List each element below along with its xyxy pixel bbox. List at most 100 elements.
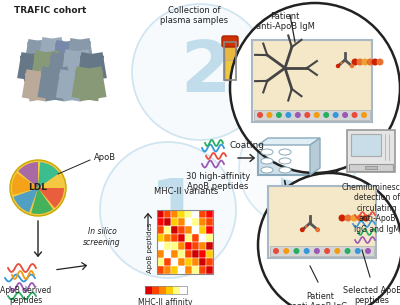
Circle shape [75,52,79,56]
Circle shape [352,59,358,66]
Ellipse shape [261,167,273,173]
Bar [164,226,171,234]
Polygon shape [52,74,58,82]
Bar [192,226,199,234]
Polygon shape [86,74,92,82]
Bar [206,210,213,218]
Wedge shape [38,188,64,208]
Text: ApoB derived
peptides: ApoB derived peptides [0,285,52,305]
Bar [171,242,178,250]
Circle shape [314,112,320,118]
Bar [171,218,178,226]
Text: ApoB peptides: ApoB peptides [147,223,153,273]
Wedge shape [12,173,38,195]
Wedge shape [18,162,38,188]
Circle shape [283,248,289,254]
Circle shape [366,59,374,66]
Circle shape [324,248,330,254]
Text: 2: 2 [180,38,230,106]
Circle shape [304,248,310,254]
Circle shape [362,59,368,66]
Polygon shape [74,56,80,64]
Bar [157,250,164,258]
Circle shape [334,248,340,254]
Bar [145,286,187,294]
Text: TRAFIC cohort: TRAFIC cohort [14,6,86,15]
Bar [157,266,164,274]
Text: Collection of
plasma samples: Collection of plasma samples [160,6,228,25]
Bar [349,164,393,171]
Bar [199,210,206,218]
Ellipse shape [279,167,291,173]
Circle shape [300,228,305,232]
Bar [192,258,199,266]
Bar [252,40,372,122]
Circle shape [273,248,279,254]
Text: ApoB: ApoB [94,153,116,163]
Bar [199,242,206,250]
Text: 1: 1 [150,175,200,245]
Text: Selected ApoB
peptides: Selected ApoB peptides [343,286,400,305]
Circle shape [294,248,300,254]
Bar [206,266,213,274]
Bar [185,218,192,226]
Text: MHC-II affinity: MHC-II affinity [138,298,192,305]
Circle shape [100,142,236,278]
Polygon shape [30,59,34,65]
Bar [157,234,164,242]
Circle shape [230,3,400,173]
Bar [178,226,185,234]
Bar [171,266,178,274]
Text: Chemiluminescent
detection of
circulating
anti-ApoB
IgG and IgM: Chemiluminescent detection of circulatin… [341,183,400,234]
Bar [199,266,206,274]
Wedge shape [38,162,59,188]
Bar [178,242,185,250]
Bar [199,258,206,266]
Circle shape [333,112,339,118]
Bar [192,234,199,242]
Bar [224,42,236,80]
Text: Patient
anti-ApoB IgG: Patient anti-ApoB IgG [292,292,348,305]
Ellipse shape [261,149,273,155]
Bar [185,226,192,234]
Bar [185,242,192,250]
Bar [192,266,199,274]
Bar [157,258,164,266]
Bar [254,110,370,120]
Circle shape [285,112,291,118]
Circle shape [314,248,320,254]
Circle shape [239,110,355,226]
Polygon shape [90,59,94,65]
Bar [157,218,164,226]
Bar [192,242,199,250]
Circle shape [350,214,358,221]
Circle shape [60,54,64,58]
Bar [192,210,199,218]
Circle shape [276,112,282,118]
Bar [171,234,178,242]
Circle shape [372,59,378,66]
Bar [159,286,166,294]
Bar [180,286,187,294]
Bar [178,210,185,218]
Bar [206,218,213,226]
Polygon shape [258,138,320,145]
Bar [185,258,192,266]
Circle shape [266,112,272,118]
Bar [164,218,171,226]
Circle shape [70,72,74,76]
Text: MHC-II variants: MHC-II variants [154,187,218,196]
Wedge shape [14,188,38,212]
Circle shape [338,214,346,221]
Circle shape [132,4,268,140]
FancyBboxPatch shape [222,36,238,47]
Polygon shape [36,45,40,51]
Circle shape [257,112,263,118]
Polygon shape [60,59,64,65]
Bar [164,258,171,266]
Bar [164,266,171,274]
Bar [173,286,180,294]
Circle shape [350,64,354,68]
Polygon shape [69,76,75,84]
Polygon shape [64,46,68,52]
